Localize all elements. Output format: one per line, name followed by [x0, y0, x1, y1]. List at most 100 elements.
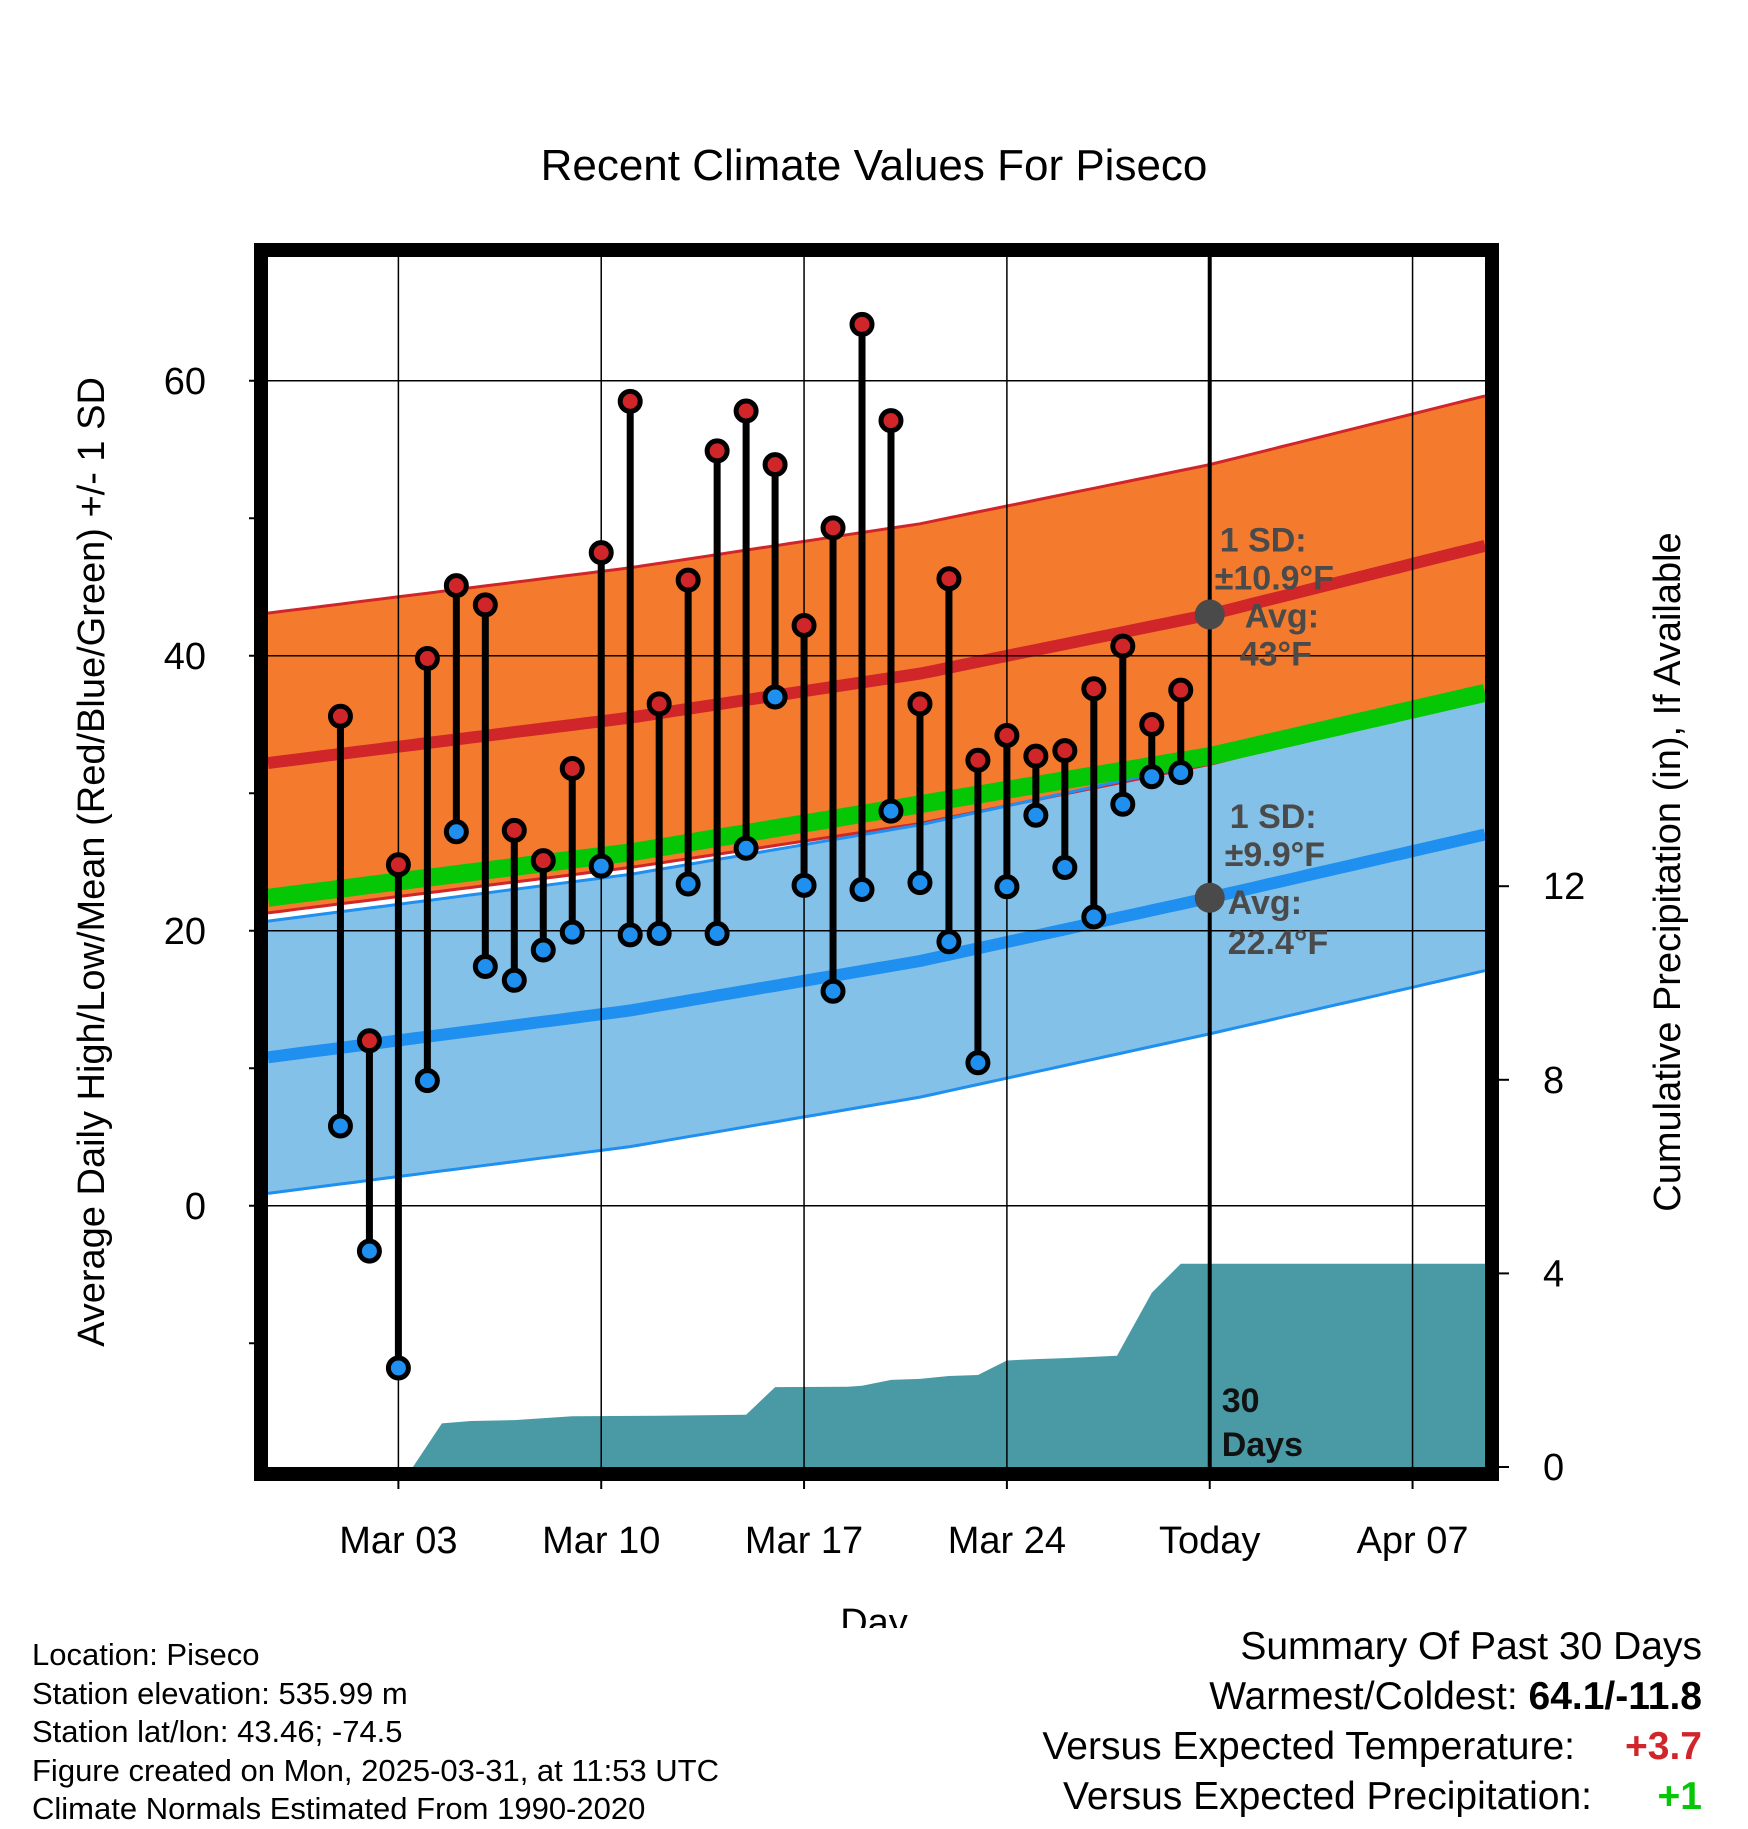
observed-low-point — [936, 929, 962, 955]
low-normal-annotation: 22.4°F — [1228, 924, 1329, 962]
y-tick-label: 60 — [164, 361, 206, 403]
observed-low-point — [472, 954, 498, 979]
normal-mean-line — [268, 684, 1485, 907]
summary-panel: Summary Of Past 30 Days Warmest/Coldest:… — [1042, 1622, 1702, 1822]
high-normal-annotation: 43°F — [1240, 636, 1312, 674]
observed-high-point — [1081, 676, 1107, 702]
days-marker-label: 30 — [1222, 1382, 1260, 1420]
observed-high-point — [994, 723, 1020, 748]
x-tick-label: Mar 03 — [339, 1520, 457, 1562]
observed-high-point — [646, 691, 672, 717]
x-tick-label: Mar 24 — [948, 1520, 1066, 1562]
high-normal-annotation: Avg: — [1245, 598, 1319, 636]
observed-low-point — [704, 921, 730, 946]
x-tick-label: Today — [1159, 1520, 1260, 1562]
high-sd-upper-edge — [268, 394, 1485, 615]
observed-high-point — [472, 592, 498, 618]
temp-vs-expected-value: +3.7 — [1625, 1725, 1702, 1768]
warmest-coldest-row: Warmest/Coldest: 64.1/-11.8 — [1042, 1672, 1702, 1722]
observed-high-point — [385, 852, 411, 878]
observed-high-point — [414, 646, 440, 671]
low-avg-marker — [1194, 882, 1225, 913]
observed-high-point — [1052, 738, 1078, 764]
normals-text: Climate Normals Estimated From 1990-2020 — [32, 1791, 646, 1826]
y2-tick-label: 0 — [1543, 1447, 1564, 1489]
high-normal-annotation: ±10.9°F — [1215, 560, 1334, 598]
observed-low-point — [791, 872, 817, 898]
observed-high-point — [936, 566, 962, 592]
observed-low-point — [878, 798, 904, 824]
observed-low-point — [327, 1113, 353, 1139]
climate-chart: Recent Climate Values For Piseco 0204060… — [71, 141, 1689, 1628]
y-tick-label: 40 — [164, 636, 206, 678]
observed-high-point — [849, 311, 875, 337]
precip-vs-expected-row: Versus Expected Precipitation: +1 — [1042, 1772, 1702, 1822]
observed-low-point — [1052, 855, 1078, 880]
observed-high-point — [704, 438, 730, 464]
observed-low-point — [994, 874, 1020, 900]
x-axis-title: Day — [840, 1602, 908, 1628]
x-tick-label: Mar 10 — [542, 1520, 660, 1562]
observed-low-point — [907, 870, 933, 896]
observed-high-point — [820, 515, 846, 541]
y-tick-label: 20 — [164, 911, 206, 953]
low-normal-annotation: ±9.9°F — [1225, 836, 1325, 874]
summary-heading: Summary Of Past 30 Days — [1240, 1625, 1702, 1668]
observed-low-point — [501, 967, 527, 993]
cumulative-precip-area — [268, 1263, 1485, 1467]
observed-low-point — [849, 877, 875, 902]
observed-high-point — [965, 747, 991, 773]
observed-high-point — [733, 398, 759, 424]
observed-high-point — [762, 452, 788, 478]
y2-tick-label: 4 — [1543, 1253, 1564, 1295]
observed-high-point — [588, 540, 614, 566]
observed-low-point — [414, 1068, 440, 1094]
observed-low-point — [617, 922, 643, 948]
observed-low-point — [762, 684, 788, 710]
observed-low-point — [1110, 791, 1136, 817]
warmest-coldest-label: Warmest/Coldest: — [1209, 1675, 1518, 1718]
observed-low-point — [646, 921, 672, 946]
temp-vs-expected-row: Versus Expected Temperature: +3.7 — [1042, 1722, 1702, 1772]
high-normal-annotation: 1 SD: — [1220, 522, 1307, 560]
observed-low-point — [1081, 904, 1107, 930]
location-text: Location: Piseco — [32, 1637, 260, 1672]
observed-low-point — [820, 978, 846, 1004]
observed-high-point — [443, 573, 469, 599]
observed-low-point — [530, 937, 556, 963]
low-sd-band — [268, 698, 1485, 1194]
observed-high-point — [356, 1028, 382, 1054]
y-axis-title: Average Daily High/Low/Mean (Red/Blue/Gr… — [71, 377, 113, 1347]
y2-tick-label: 12 — [1543, 866, 1585, 908]
observed-low-point — [559, 919, 585, 945]
observed-low-point — [1023, 802, 1049, 828]
observed-high-point — [1168, 677, 1194, 703]
observed-high-point — [617, 388, 643, 414]
y2-axis-title: Cumulative Precipitation (in), If Availa… — [1647, 532, 1689, 1211]
observed-high-point — [878, 408, 904, 434]
x-tick-label: Mar 17 — [745, 1520, 863, 1562]
precip-vs-expected-label: Versus Expected Precipitation: — [1063, 1775, 1592, 1818]
observed-high-point — [501, 817, 527, 843]
latlon-text: Station lat/lon: 43.46; -74.5 — [32, 1714, 403, 1749]
observed-low-point — [675, 871, 701, 897]
observed-high-point — [327, 703, 353, 729]
observed-high-point — [791, 613, 817, 638]
observed-low-point — [1139, 764, 1165, 790]
observed-low-point — [965, 1050, 991, 1076]
precip-vs-expected-value: +1 — [1657, 1775, 1702, 1818]
days-marker-label: Days — [1222, 1426, 1303, 1464]
low-normal-annotation: Avg: — [1228, 884, 1302, 922]
observed-high-point — [1110, 633, 1136, 659]
y-tick-label: 0 — [185, 1186, 206, 1228]
observed-high-point — [530, 848, 556, 874]
chart-title: Recent Climate Values For Piseco — [541, 141, 1208, 190]
warmest-coldest-value: 64.1/-11.8 — [1528, 1675, 1702, 1718]
created-text: Figure created on Mon, 2025-03-31, at 11… — [32, 1752, 719, 1788]
plot-frame — [254, 243, 1499, 1481]
observed-high-point — [907, 691, 933, 717]
observed-low-point — [443, 819, 469, 845]
observed-low-point — [356, 1238, 382, 1264]
observed-high-point — [1139, 712, 1165, 737]
observed-high-point — [559, 756, 585, 781]
